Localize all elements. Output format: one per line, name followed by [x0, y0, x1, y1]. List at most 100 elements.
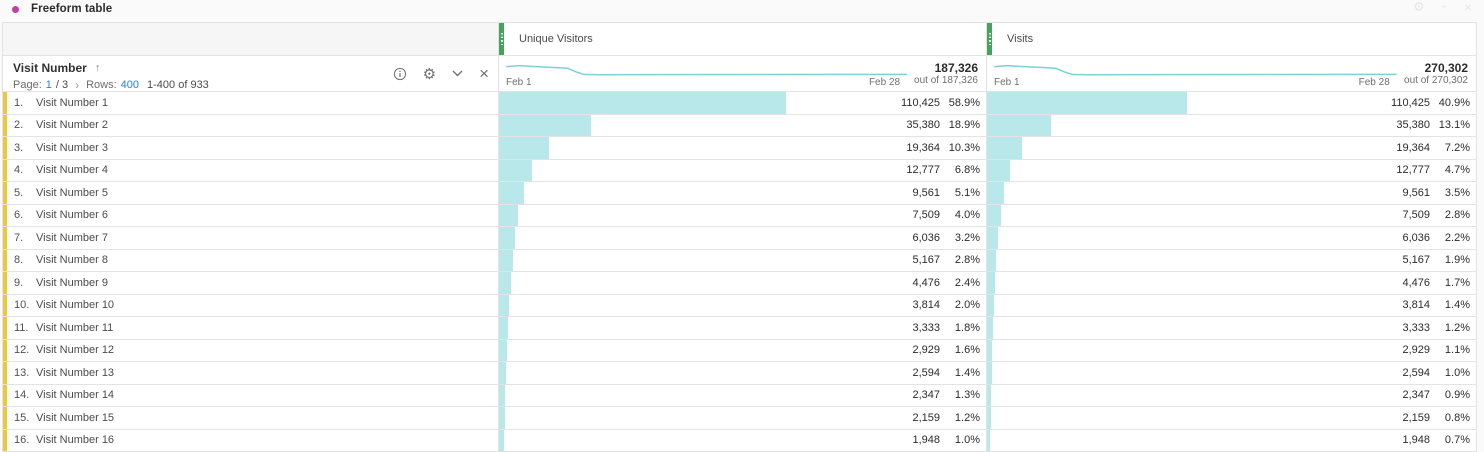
row-label: Visit Number 12 [36, 344, 115, 357]
cell-bar [987, 339, 993, 361]
cell-unique-visitors[interactable]: 7,509 4.0% [498, 204, 986, 227]
cell-unique-visitors[interactable]: 19,364 10.3% [498, 137, 986, 160]
cell-visits[interactable]: 3,333 1.2% [986, 317, 1476, 340]
sort-ascending-icon[interactable]: ↑ [94, 62, 101, 74]
cell-unique-visitors[interactable]: 3,814 2.0% [498, 294, 986, 317]
close-icon[interactable] [479, 68, 489, 80]
cell-unique-visitors[interactable]: 2,347 1.3% [498, 384, 986, 407]
cell-bar [987, 92, 1187, 114]
chevron-down-icon[interactable] [452, 70, 463, 77]
table-row-dimension-cell[interactable]: 10. Visit Number 10 [3, 294, 498, 317]
cell-visits[interactable]: 2,347 0.9% [986, 384, 1476, 407]
cell-values: 5,167 1.9% [1402, 250, 1470, 272]
table-row-dimension-cell[interactable]: 8. Visit Number 8 [3, 249, 498, 272]
cell-percent: 6.8% [954, 164, 980, 177]
cell-visits[interactable]: 12,777 4.7% [986, 159, 1476, 182]
row-label: Visit Number 10 [36, 299, 115, 312]
table-row-dimension-cell[interactable]: 13. Visit Number 13 [3, 362, 498, 385]
table-row-dimension-cell[interactable]: 3. Visit Number 3 [3, 137, 498, 160]
row-accent-bar [3, 339, 7, 361]
column-drag-handle-icon[interactable] [499, 23, 504, 55]
close-icon[interactable] [1464, 1, 1472, 14]
row-rank: 4. [14, 164, 24, 177]
table-row-dimension-cell[interactable]: 6. Visit Number 6 [3, 204, 498, 227]
cell-visits[interactable]: 1,948 0.7% [986, 429, 1476, 451]
table-row-dimension-cell[interactable]: 14. Visit Number 14 [3, 384, 498, 407]
dimension-name[interactable]: Visit Number [13, 61, 87, 75]
cell-value: 2,594 [912, 366, 940, 379]
table-row-dimension-cell[interactable]: 4. Visit Number 4 [3, 159, 498, 182]
cell-unique-visitors[interactable]: 6,036 3.2% [498, 227, 986, 250]
row-accent-bar [3, 362, 7, 384]
cell-values: 3,814 2.0% [912, 295, 980, 317]
sparkline-end-label: Feb 28 [868, 77, 901, 88]
cell-value: 110,425 [901, 96, 940, 109]
cell-visits[interactable]: 9,561 3.5% [986, 182, 1476, 205]
cell-visits[interactable]: 6,036 2.2% [986, 227, 1476, 250]
cell-visits[interactable]: 19,364 7.2% [986, 137, 1476, 160]
cell-unique-visitors[interactable]: 9,561 5.1% [498, 182, 986, 205]
chevron-down-icon[interactable] [1440, 1, 1449, 14]
table-row-dimension-cell[interactable]: 15. Visit Number 15 [3, 407, 498, 430]
cell-visits[interactable]: 5,167 1.9% [986, 249, 1476, 272]
cell-visits[interactable]: 2,159 0.8% [986, 407, 1476, 430]
cell-percent: 2.4% [954, 276, 980, 289]
row-accent-bar [3, 294, 7, 316]
page-number-link[interactable]: 1 [45, 79, 52, 91]
table-row-dimension-cell[interactable]: 5. Visit Number 5 [3, 182, 498, 205]
cell-unique-visitors[interactable]: 2,929 1.6% [498, 339, 986, 362]
sparkline-start-label: Feb 1 [994, 77, 1020, 88]
cell-values: 19,364 7.2% [1396, 137, 1470, 159]
cell-unique-visitors[interactable]: 2,594 1.4% [498, 362, 986, 385]
cell-bar [499, 272, 511, 294]
row-accent-bar [3, 137, 7, 159]
cell-value: 35,380 [906, 119, 940, 132]
cell-visits[interactable]: 35,380 13.1% [986, 114, 1476, 137]
gear-icon[interactable] [1413, 1, 1425, 13]
column-drag-handle-icon[interactable] [987, 23, 992, 55]
cell-unique-visitors[interactable]: 1,948 1.0% [498, 429, 986, 451]
cell-percent: 1.8% [954, 321, 980, 334]
row-accent-bar [3, 182, 7, 204]
row-rank: 7. [14, 231, 24, 244]
column-header-visits[interactable]: Visits [986, 23, 1476, 56]
gear-icon[interactable] [423, 65, 436, 83]
cell-unique-visitors[interactable]: 35,380 18.9% [498, 114, 986, 137]
table-row-dimension-cell[interactable]: 9. Visit Number 9 [3, 272, 498, 295]
row-accent-bar [3, 227, 7, 249]
cell-values: 7,509 2.8% [1402, 205, 1470, 227]
cell-visits[interactable]: 3,814 1.4% [986, 294, 1476, 317]
row-rank: 1. [14, 96, 24, 109]
column-header-unique-visitors[interactable]: Unique Visitors [498, 23, 986, 56]
metric-total-outof: out of 270,302 [1404, 74, 1468, 86]
cell-unique-visitors[interactable]: 3,333 1.8% [498, 317, 986, 340]
info-icon[interactable] [393, 67, 407, 81]
rows-count-link[interactable]: 400 [120, 79, 140, 91]
cell-visits[interactable]: 2,594 1.0% [986, 362, 1476, 385]
table-row-dimension-cell[interactable]: 2. Visit Number 2 [3, 114, 498, 137]
next-page-icon[interactable]: › [75, 78, 80, 92]
cell-visits[interactable]: 4,476 1.7% [986, 272, 1476, 295]
cell-visits[interactable]: 2,929 1.1% [986, 339, 1476, 362]
cell-unique-visitors[interactable]: 12,777 6.8% [498, 159, 986, 182]
table-row-dimension-cell[interactable]: 12. Visit Number 12 [3, 339, 498, 362]
table-row-dimension-cell[interactable]: 16. Visit Number 16 [3, 429, 498, 451]
row-accent-bar [3, 249, 7, 271]
cell-unique-visitors[interactable]: 110,425 58.9% [498, 92, 986, 115]
table-row-dimension-cell[interactable]: 11. Visit Number 11 [3, 317, 498, 340]
table-row-dimension-cell[interactable]: 1. Visit Number 1 [3, 92, 498, 115]
cell-unique-visitors[interactable]: 4,476 2.4% [498, 272, 986, 295]
cell-values: 3,333 1.8% [912, 317, 980, 339]
metric-total: 270,302 out of 270,302 [1404, 61, 1468, 86]
cell-visits[interactable]: 7,509 2.8% [986, 204, 1476, 227]
cell-visits[interactable]: 110,425 40.9% [986, 92, 1476, 115]
row-accent-bar [3, 92, 7, 114]
cell-unique-visitors[interactable]: 5,167 2.8% [498, 249, 986, 272]
cell-bar [987, 429, 991, 451]
cell-values: 2,929 1.1% [1402, 340, 1470, 362]
row-label: Visit Number 9 [36, 276, 108, 289]
cell-values: 35,380 18.9% [906, 115, 980, 137]
table-row-dimension-cell[interactable]: 7. Visit Number 7 [3, 227, 498, 250]
cell-unique-visitors[interactable]: 2,159 1.2% [498, 407, 986, 430]
cell-values: 2,594 1.4% [912, 362, 980, 384]
